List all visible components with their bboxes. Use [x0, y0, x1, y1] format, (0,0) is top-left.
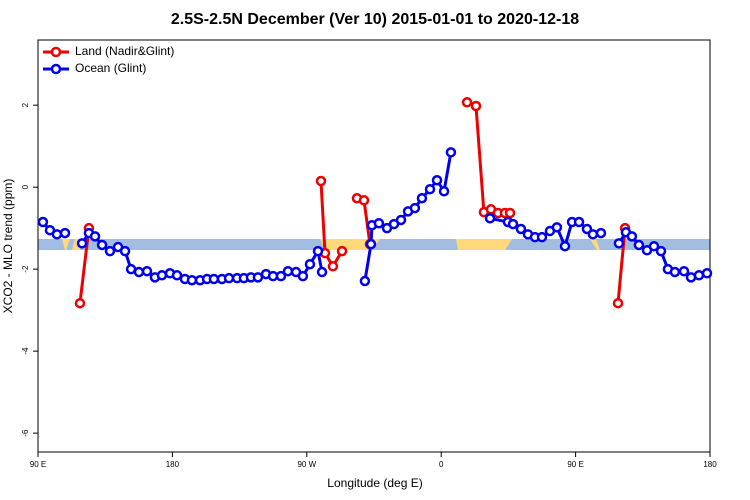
land-patch: [590, 239, 600, 250]
data-point: [51, 229, 63, 240]
data-point: [156, 270, 168, 281]
data-point: [626, 231, 638, 242]
data-point: [409, 202, 421, 214]
data-point: [693, 270, 705, 281]
data-point: [59, 227, 71, 239]
series-line: [466, 100, 511, 215]
land-patch: [456, 239, 512, 250]
data-point: [431, 174, 443, 186]
x-tick-label: 90 W: [297, 460, 316, 469]
data-point: [416, 192, 428, 204]
data-point: [208, 273, 220, 285]
data-point: [587, 229, 599, 240]
x-tick-label: 90 E: [567, 460, 583, 469]
data-point: [438, 186, 450, 197]
data-point: [655, 245, 667, 257]
y-tick-label: -4: [21, 347, 30, 355]
data-point: [515, 223, 527, 235]
x-tick-label: 90 E: [30, 460, 46, 469]
data-point: [612, 297, 624, 309]
data-point: [133, 266, 145, 278]
series-line: [78, 227, 91, 304]
series-line: [363, 152, 453, 282]
x-axis-label: Longitude (deg E): [327, 476, 422, 490]
data-point: [358, 195, 370, 206]
data-point: [76, 238, 88, 249]
plot-frame: [37, 39, 711, 453]
data-point: [74, 297, 86, 309]
data-point: [507, 218, 519, 230]
data-point: [252, 272, 264, 283]
data-point: [316, 266, 328, 278]
y-tick-label: -2: [21, 265, 30, 273]
data-point: [633, 239, 645, 251]
data-point: [223, 272, 235, 284]
y-tick-label: 2: [21, 102, 30, 107]
data-point: [484, 213, 496, 224]
data-point: [297, 270, 309, 282]
data-point: [104, 245, 116, 257]
legend-label: Land (Nadir&Glint): [75, 44, 174, 58]
x-tick-label: 180: [703, 460, 717, 469]
data-point: [312, 245, 324, 257]
data-point: [89, 231, 101, 242]
land-patch: [62, 239, 70, 250]
data-point: [461, 97, 473, 108]
y-tick-label: -6: [21, 429, 30, 437]
x-tick-label: 180: [166, 460, 180, 469]
data-point: [171, 270, 183, 281]
data-point: [595, 227, 607, 239]
data-point: [327, 261, 339, 272]
series-line: [616, 228, 627, 304]
data-point: [275, 270, 287, 282]
data-point: [336, 245, 348, 257]
data-point: [365, 238, 377, 250]
x-tick-label: 0: [439, 460, 444, 469]
data-point: [424, 183, 436, 195]
data-point: [678, 265, 690, 277]
data-point: [445, 147, 457, 158]
data-point: [551, 222, 563, 233]
data-point: [613, 238, 625, 249]
legend-marker: [50, 46, 62, 58]
data-point: [504, 207, 516, 219]
data-point: [373, 217, 385, 229]
legend-label: Ocean (Glint): [75, 61, 146, 75]
land-patch: [320, 239, 380, 250]
chart-title: 2.5S-2.5N December (Ver 10) 2015-01-01 t…: [171, 11, 579, 28]
data-point: [648, 240, 660, 252]
y-axis-label: XCO2 - MLO trend (ppm): [1, 179, 15, 314]
data-point: [119, 245, 131, 257]
legend-marker: [50, 63, 62, 75]
data-point: [186, 274, 198, 286]
data-point: [304, 258, 316, 270]
data-point: [395, 214, 407, 226]
data-point: [669, 266, 681, 278]
data-point: [282, 265, 294, 277]
data-point: [573, 216, 585, 228]
series-line: [319, 180, 344, 270]
data-point: [701, 268, 713, 279]
data-point: [359, 275, 371, 287]
y-tick-label: 0: [21, 184, 30, 189]
data-point: [37, 216, 49, 228]
data-point: [559, 240, 571, 252]
data-point: [141, 265, 153, 277]
data-point: [470, 100, 482, 112]
data-point: [315, 175, 327, 187]
data-point: [536, 231, 548, 243]
data-point: [96, 239, 108, 251]
